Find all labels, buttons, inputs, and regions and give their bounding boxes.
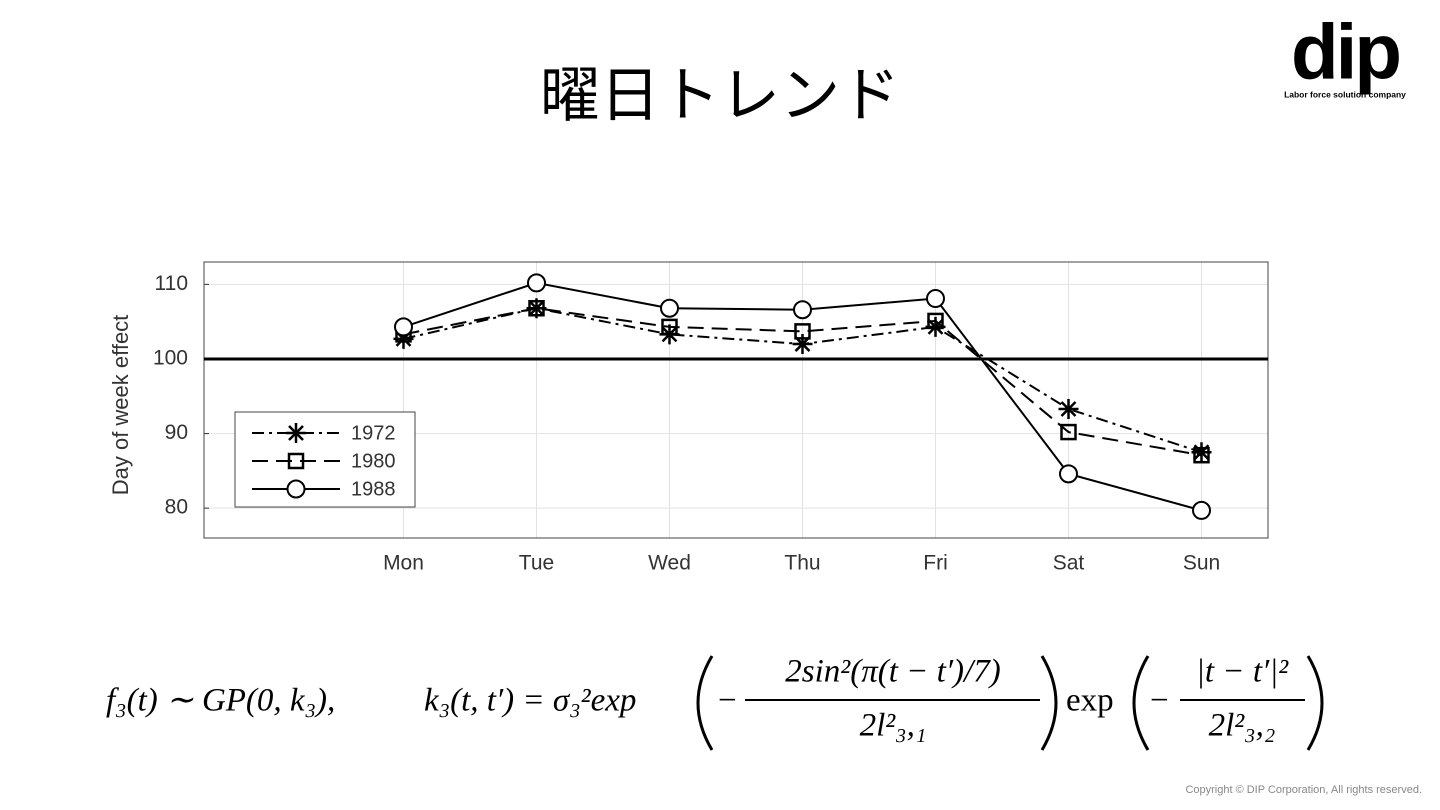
chart: Mon Tue Wed Thu Fri Sat Sun 80 90 100 110 Day of we… <box>108 261 1269 575</box>
formula-text: − <box>1150 683 1169 719</box>
formula-text: 2sin²(π(t − t′)/7) <box>785 654 1000 690</box>
paren <box>1132 655 1150 751</box>
marker <box>528 299 545 317</box>
legend-label: 1972 <box>351 422 396 444</box>
marker <box>927 312 944 330</box>
x-tick-label: Mon <box>383 552 424 575</box>
marker <box>1060 423 1077 441</box>
legend-label: 1988 <box>351 478 396 500</box>
x-tick-label: Tue <box>519 552 554 575</box>
marker <box>286 479 306 499</box>
logo-tagline: Labor force solution company <box>1284 89 1406 99</box>
plot-frame <box>203 261 1269 539</box>
marker <box>526 298 547 319</box>
marker <box>794 323 811 340</box>
formula-text: 2l²₃,₁ <box>860 708 927 744</box>
formula: f₃(t) ∼ GP(0, k₃), k₃(t, t′) = σ₃²exp − … <box>106 654 1324 751</box>
marker <box>793 300 812 320</box>
formula-text: |t − t′|² <box>1196 654 1289 690</box>
formula-text: k₃(t, t′) = σ₃²exp <box>424 683 636 719</box>
paren <box>696 655 714 751</box>
marker <box>393 328 414 349</box>
y-tick-label: 100 <box>153 347 188 370</box>
legend: 1972 1980 1988 <box>234 411 416 508</box>
marker <box>1191 442 1212 463</box>
marker <box>287 452 305 470</box>
y-tick-label: 80 <box>165 496 188 519</box>
marker <box>1059 464 1078 484</box>
marker <box>1193 446 1210 464</box>
marker <box>792 334 813 355</box>
formula-text: − <box>718 683 737 719</box>
formula-text: exp <box>1066 683 1114 719</box>
legend-box <box>234 411 416 508</box>
slide-title: 曜日トレンド <box>540 62 900 129</box>
paren <box>1040 655 1058 751</box>
y-tick-label: 90 <box>165 421 188 444</box>
logo: dip <box>1291 8 1399 96</box>
marker <box>1058 398 1079 419</box>
y-axis-label: Day of week effect <box>108 315 133 496</box>
formula-text: f₃(t) ∼ GP(0, k₃), <box>106 683 335 719</box>
marker <box>394 317 413 337</box>
y-tick-label: 110 <box>155 272 188 295</box>
marker <box>661 318 678 336</box>
x-tick-label: Wed <box>648 552 691 575</box>
formula-text: 2l²₃,₂ <box>1209 708 1276 744</box>
marker <box>286 423 306 443</box>
copyright: Copyright © DIP Corporation, All rights … <box>1185 784 1422 796</box>
marker <box>926 289 945 309</box>
marker <box>527 273 546 293</box>
paren <box>1306 655 1324 751</box>
marker <box>660 298 679 318</box>
x-tick-label: Fri <box>923 552 948 575</box>
marker <box>1192 500 1211 520</box>
legend-label: 1980 <box>351 450 396 472</box>
x-tick-label: Sun <box>1183 552 1220 575</box>
x-tick-label: Sat <box>1053 552 1085 575</box>
x-tick-label: Thu <box>784 552 820 575</box>
